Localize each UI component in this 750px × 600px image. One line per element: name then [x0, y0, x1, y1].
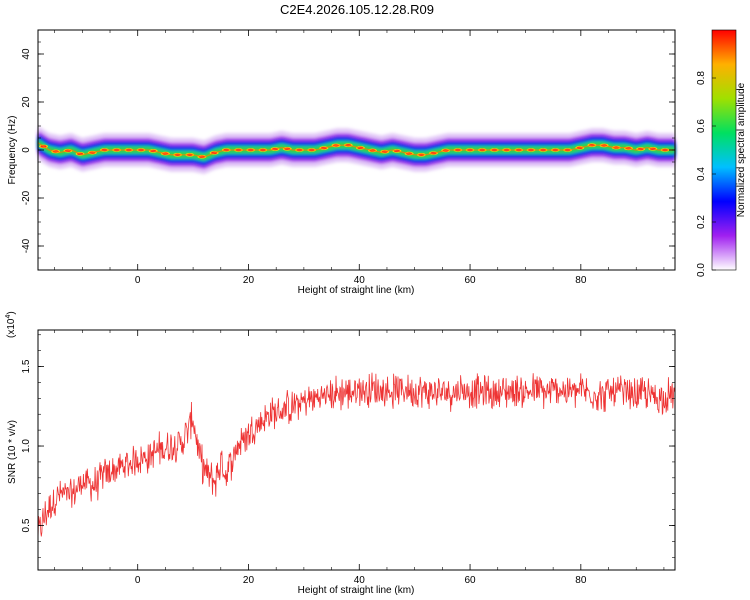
snr-panel: 0 20 40 60 80 0.5 1.0 1.5 Height of straight li…	[5, 311, 676, 596]
colorbar-tick-label: 0.4	[696, 167, 707, 181]
snr-frame	[37, 329, 676, 571]
spectrogram-xtick-label: 60	[464, 275, 476, 286]
spectrogram-heat-layer	[37, 126, 675, 174]
snr-xtick-label: 20	[243, 575, 255, 586]
colorbar-frame	[711, 29, 737, 271]
snr-y-multiplier: (x104)	[5, 311, 17, 338]
snr-line-layer	[37, 372, 676, 540]
snr-plot-area	[38, 330, 675, 570]
snr-ytick-label: 0.5	[21, 518, 32, 532]
colorbar-label: Normalized spectral amplitude	[736, 82, 747, 217]
snr-ticks: 0 20 40 60 80 0.5 1.0 1.5	[21, 330, 675, 586]
colorbar-gradient	[712, 30, 736, 270]
spectrogram-ytick-label: 20	[21, 96, 32, 108]
heat-ridge-core	[37, 142, 675, 158]
spectrogram-xtick-label: 40	[354, 275, 366, 286]
colorbar-tick-label: 0.0	[696, 263, 707, 277]
snr-xtick-label: 0	[135, 575, 141, 586]
spectrogram-ylabel: Frequency (Hz)	[7, 116, 18, 185]
spectrogram-ytick-label: -20	[21, 190, 32, 205]
spectrogram-ytick-label: 0	[21, 147, 32, 153]
colorbar-tick-label: 0.8	[696, 71, 707, 85]
snr-ytick-label: 1.0	[21, 439, 32, 453]
spectrogram-xtick-label: 0	[135, 275, 141, 286]
snr-series-line	[37, 372, 676, 540]
spectrogram-ytick-label: 40	[21, 48, 32, 60]
chart-title: C2E4.2026.105.12.28.R09	[280, 2, 434, 17]
snr-ylabel: SNR (10 * v/v)	[7, 420, 18, 484]
spectrogram-xlabel: Height of straight line (km)	[298, 285, 415, 296]
spectrogram-ticks: 0 20 40 60 80 -40 -20 0 20 40	[21, 29, 675, 286]
colorbar: 0.0 0.2 0.4 0.6 0.8 Normalized spectral ampl…	[696, 29, 747, 277]
spectrogram-ytick-label: -40	[21, 238, 32, 253]
spectrogram-xtick-label: 80	[575, 275, 587, 286]
snr-xtick-label: 40	[354, 575, 366, 586]
snr-xtick-label: 80	[575, 575, 587, 586]
spectrogram-xtick-label: 20	[243, 275, 255, 286]
colorbar-tick-label: 0.6	[696, 119, 707, 133]
colorbar-ticks: 0.0 0.2 0.4 0.6 0.8	[696, 71, 716, 277]
spectrogram-panel: 0 20 40 60 80 -40 -20 0 20 40 Height of straight …	[7, 29, 676, 296]
colorbar-tick-label: 0.2	[696, 215, 707, 229]
snr-xlabel: Height of straight line (km)	[298, 585, 415, 596]
snr-xtick-label: 60	[464, 575, 476, 586]
snr-ytick-label: 1.5	[21, 359, 32, 373]
